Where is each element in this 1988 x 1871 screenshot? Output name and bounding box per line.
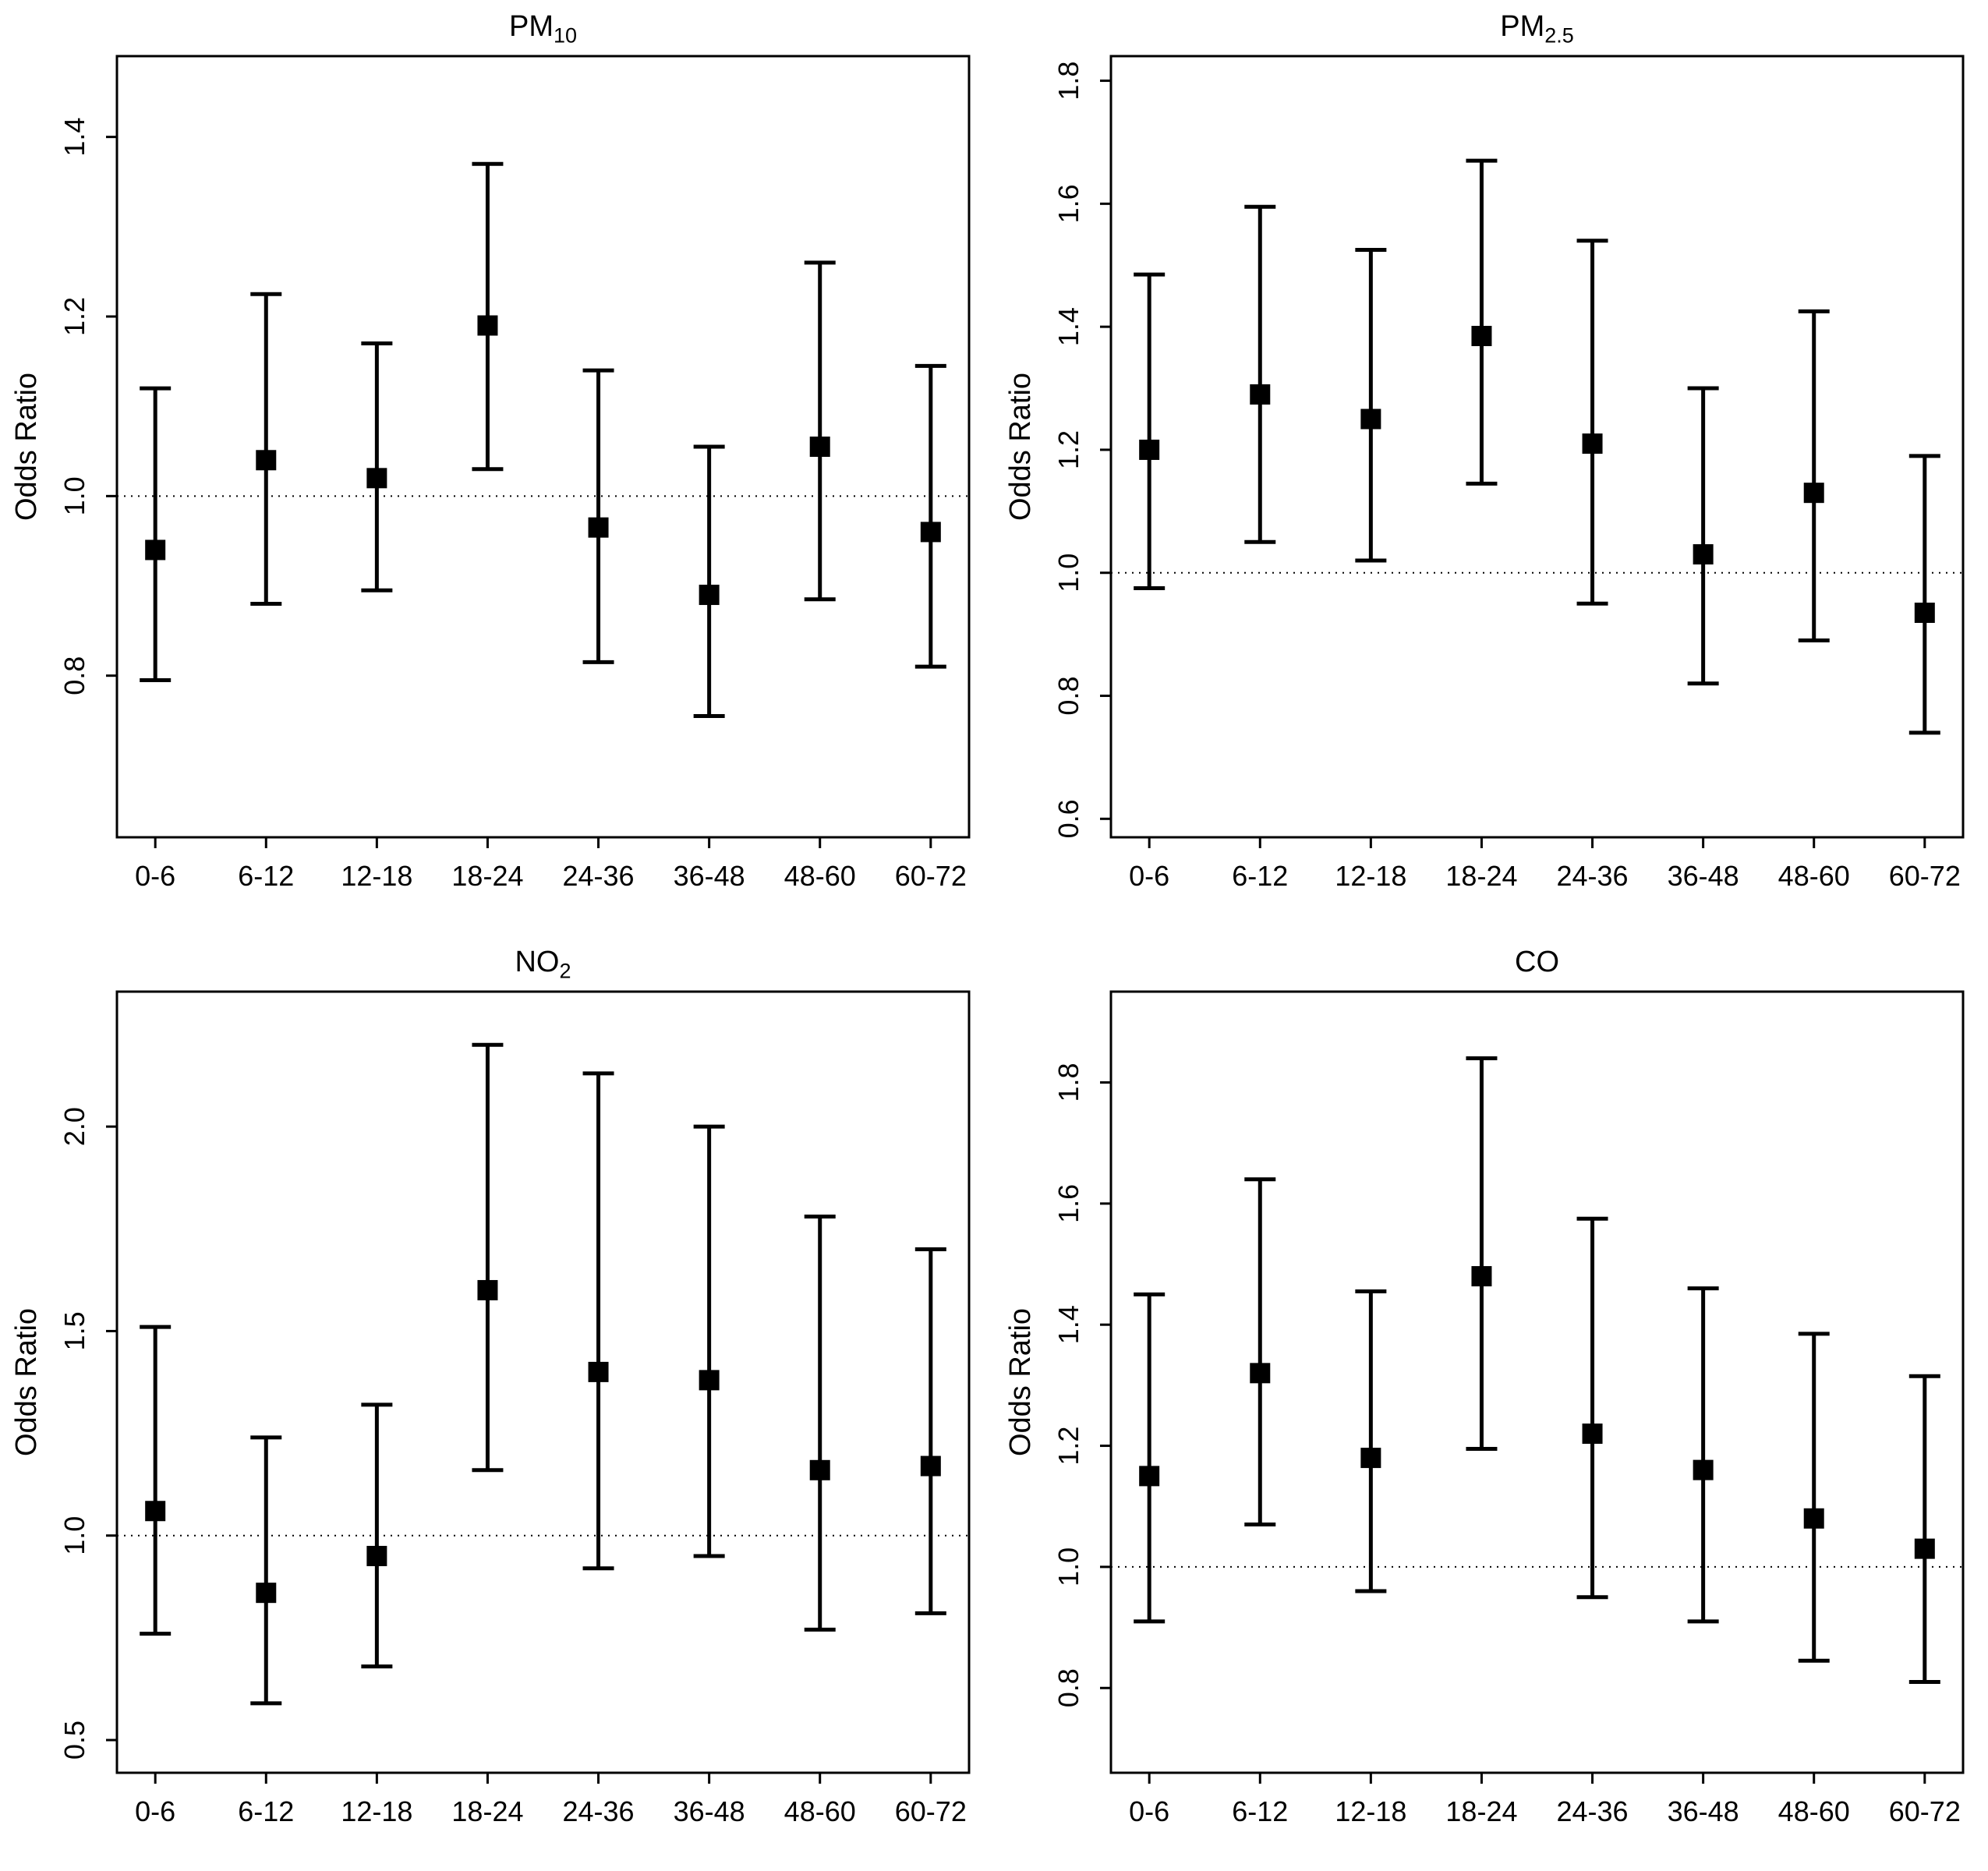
svg-text:6-12: 6-12 [1232,860,1288,892]
chart-title-subscript: 2.5 [1544,23,1574,48]
svg-text:6-12: 6-12 [238,1795,294,1827]
svg-text:12-18: 12-18 [1335,1795,1406,1827]
panel-co: CO 0.8 1.0 1.2 1.4 1.6 1.8 0-6 6-12 12-18 18-24 24… [994,936,1988,1871]
chart-no2-canvas: 0.5 1.0 1.5 2.0 0-6 6-12 12-18 18-24 24-36 36-48 4… [10,990,971,1827]
svg-text:24-36: 24-36 [563,1795,635,1827]
svg-text:24-36: 24-36 [1557,860,1629,892]
svg-text:18-24: 18-24 [451,860,523,892]
chart-title-main: CO [1515,946,1559,978]
svg-text:0.8: 0.8 [1052,677,1084,716]
chart-title-main: NO [515,946,560,978]
svg-text:6-12: 6-12 [1232,1795,1288,1827]
svg-text:36-48: 36-48 [674,860,745,892]
svg-text:0-6: 0-6 [135,860,175,892]
svg-text:18-24: 18-24 [1445,1795,1517,1827]
svg-text:1.4: 1.4 [1052,307,1084,346]
svg-text:1.6: 1.6 [1052,184,1084,223]
svg-text:1.4: 1.4 [58,118,90,157]
svg-text:48-60: 48-60 [784,860,856,892]
chart-title-main: PM [1500,10,1545,43]
svg-text:36-48: 36-48 [1668,860,1739,892]
panel-no2: NO2 0.5 1.0 1.5 2.0 0-6 6-12 12-18 18-24 24-36 36… [0,936,994,1871]
svg-text:60-72: 60-72 [895,1795,967,1827]
chart-co-canvas: 0.8 1.0 1.2 1.4 1.6 1.8 0-6 6-12 12-18 18-24 24-36… [1004,990,1965,1827]
svg-text:48-60: 48-60 [784,1795,856,1827]
svg-text:12-18: 12-18 [1335,860,1406,892]
svg-text:0.5: 0.5 [58,1721,90,1760]
svg-text:60-72: 60-72 [1889,1795,1961,1827]
svg-text:Odds Ratio: Odds Ratio [1004,1308,1037,1456]
chart-title-subscript: 2 [559,959,571,983]
svg-text:1.0: 1.0 [58,476,90,515]
svg-text:1.5: 1.5 [58,1311,90,1350]
svg-text:24-36: 24-36 [1557,1795,1629,1827]
svg-text:24-36: 24-36 [563,860,635,892]
chart-title-pm10: PM10 [0,0,994,48]
chart-title-main: PM [508,10,554,43]
svg-text:1.0: 1.0 [1052,554,1084,592]
svg-text:1.0: 1.0 [1052,1547,1084,1586]
svg-text:1.2: 1.2 [1052,1427,1084,1466]
svg-text:1.0: 1.0 [58,1516,90,1555]
svg-text:0.6: 0.6 [1052,799,1084,838]
svg-text:1.2: 1.2 [58,297,90,336]
chart-title-no2: NO2 [0,936,994,983]
svg-text:0.8: 0.8 [1052,1668,1084,1707]
svg-text:18-24: 18-24 [1445,860,1517,892]
chart-title-pm25: PM2.5 [994,0,1988,48]
svg-text:12-18: 12-18 [341,860,412,892]
svg-text:6-12: 6-12 [238,860,294,892]
svg-text:0-6: 0-6 [1129,860,1169,892]
svg-text:1.2: 1.2 [1052,430,1084,469]
svg-text:Odds Ratio: Odds Ratio [10,373,43,521]
svg-text:36-48: 36-48 [674,1795,745,1827]
svg-text:1.8: 1.8 [1052,62,1084,101]
svg-text:12-18: 12-18 [341,1795,412,1827]
chart-pm25-canvas: 0.6 0.8 1.0 1.2 1.4 1.6 1.8 0-6 6-12 12-18 18-24 24… [1004,55,1965,892]
svg-text:Odds Ratio: Odds Ratio [1004,373,1037,521]
chart-title-co: CO [994,936,1988,982]
svg-text:2.0: 2.0 [58,1107,90,1146]
svg-text:48-60: 48-60 [1778,860,1850,892]
panel-pm10: PM10 0.8 1.0 1.2 1.4 0-6 6-12 12-18 18-24 24-36 3… [0,0,994,936]
svg-text:36-48: 36-48 [1668,1795,1739,1827]
svg-text:0-6: 0-6 [1129,1795,1169,1827]
svg-text:1.8: 1.8 [1052,1063,1084,1102]
svg-text:1.6: 1.6 [1052,1184,1084,1223]
svg-text:0.8: 0.8 [58,656,90,695]
svg-text:0-6: 0-6 [135,1795,175,1827]
svg-text:Odds Ratio: Odds Ratio [10,1308,43,1456]
svg-text:60-72: 60-72 [895,860,967,892]
chart-pm10-canvas: 0.8 1.0 1.2 1.4 0-6 6-12 12-18 18-24 24-36 36-48 4… [10,55,971,892]
svg-text:60-72: 60-72 [1889,860,1961,892]
svg-text:1.4: 1.4 [1052,1305,1084,1344]
svg-text:48-60: 48-60 [1778,1795,1850,1827]
panel-pm25: PM2.5 0.6 0.8 1.0 1.2 1.4 1.6 1.8 0-6 6-12 12-18 1… [994,0,1988,936]
svg-text:18-24: 18-24 [451,1795,523,1827]
chart-title-subscript: 10 [553,23,578,48]
